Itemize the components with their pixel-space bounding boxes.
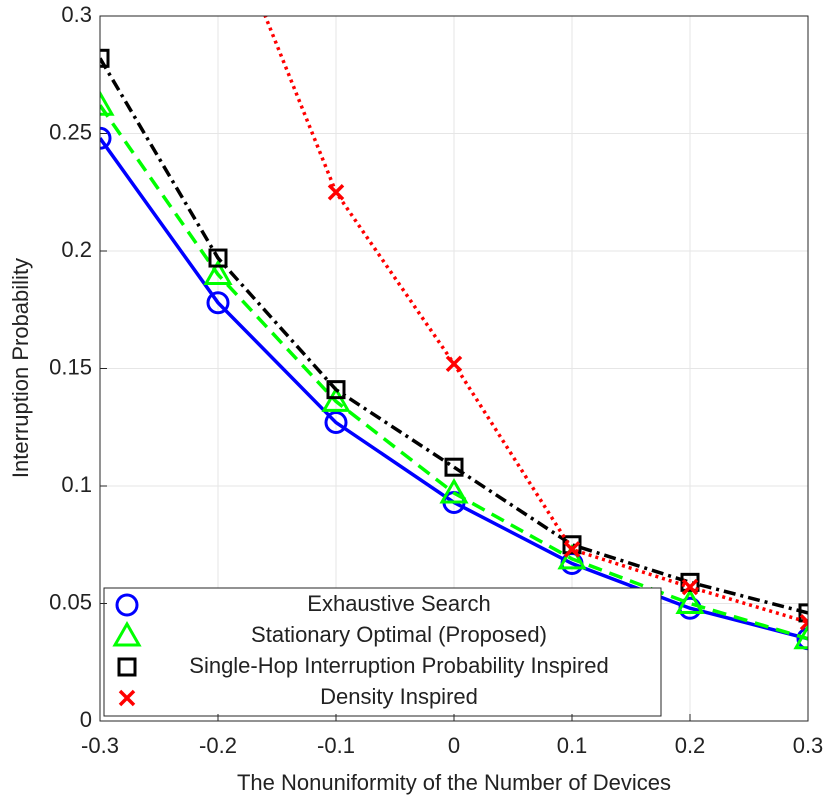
marker <box>206 291 230 315</box>
marker <box>444 457 464 477</box>
marker <box>799 614 808 631</box>
legend-label: Stationary Optimal (Proposed) <box>251 622 547 647</box>
legend-marker <box>118 689 136 707</box>
y-tick-label: 0.1 <box>61 472 92 497</box>
marker <box>203 259 233 285</box>
y-tick-label: 0.15 <box>49 354 92 379</box>
marker <box>445 355 463 373</box>
marker <box>681 578 699 596</box>
legend-marker <box>115 593 139 617</box>
x-tick-label: 0.2 <box>675 733 706 758</box>
series-line <box>100 104 808 641</box>
y-tick-label: 0.2 <box>61 237 92 262</box>
y-tick-label: 0.05 <box>49 589 92 614</box>
legend-marker <box>117 657 137 677</box>
x-tick-label: -0.2 <box>199 733 237 758</box>
marker <box>793 623 808 650</box>
marker <box>324 411 348 435</box>
marker <box>208 248 228 268</box>
marker <box>439 478 469 504</box>
y-axis-label: Interruption Probability <box>8 258 33 478</box>
marker <box>327 184 345 201</box>
legend-box <box>103 587 662 717</box>
marker <box>100 90 115 116</box>
y-tick-label: 0.3 <box>61 2 92 27</box>
series-line <box>100 57 808 615</box>
marker <box>563 541 581 558</box>
marker <box>100 126 112 150</box>
marker <box>562 535 582 555</box>
marker <box>326 380 346 400</box>
marker <box>680 572 700 592</box>
y-tick-label: 0.25 <box>49 119 92 144</box>
legend-marker <box>112 620 142 647</box>
legend-label: Density Inspired <box>320 684 478 709</box>
x-tick-label: 0.3 <box>793 733 824 758</box>
x-tick-label: 0.1 <box>557 733 588 758</box>
marker <box>100 48 110 68</box>
marker <box>321 386 351 412</box>
x-tick-label: 0 <box>448 733 460 758</box>
y-tick-label: 0 <box>80 707 92 732</box>
marker <box>675 588 705 614</box>
marker <box>798 603 808 623</box>
x-tick-label: -0.1 <box>317 733 355 758</box>
legend-label: Single-Hop Interruption Probability Insp… <box>189 653 608 678</box>
x-axis-label: The Nonuniformity of the Number of Devic… <box>237 770 671 795</box>
marker <box>796 627 808 651</box>
legend-label: Exhaustive Search <box>307 591 490 616</box>
x-tick-label: -0.3 <box>81 733 119 758</box>
